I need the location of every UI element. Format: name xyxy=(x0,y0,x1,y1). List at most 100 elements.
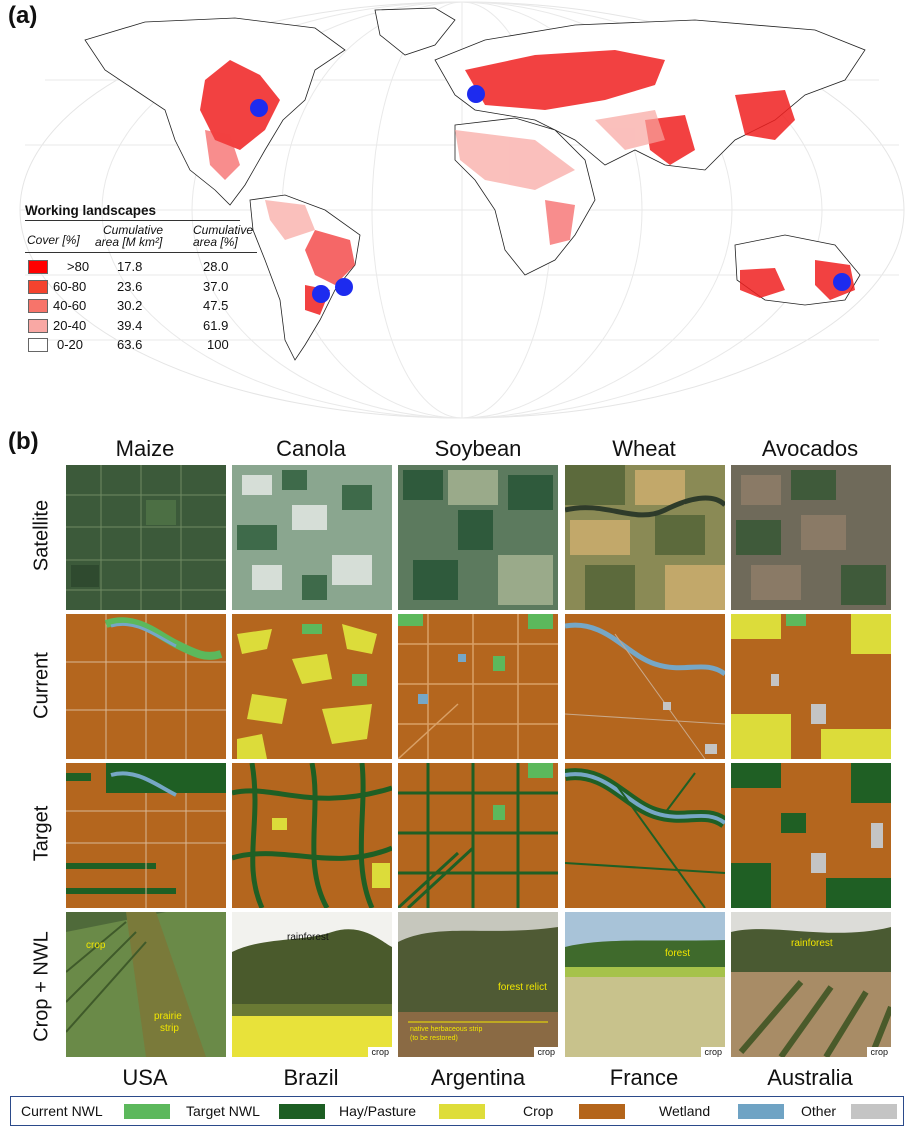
legend-label-hay-pasture: Hay/Pasture xyxy=(339,1103,417,1119)
legend-row: 40-60 30.2 47.5 xyxy=(25,296,265,316)
legend-cover: 60-80 xyxy=(53,278,87,294)
legend-label-current-nwl: Current NWL xyxy=(21,1103,103,1119)
photo-label-strip: strip xyxy=(160,1023,179,1034)
working-landscapes-legend: Working landscapes Cover [%] Cumulative … xyxy=(25,203,265,355)
marker-brazil xyxy=(335,278,353,296)
legend-pct: 61.9 xyxy=(203,317,229,333)
marker-argentina xyxy=(312,285,330,303)
photo-label-forest-relict: forest relict xyxy=(498,982,547,993)
legend-header-cum-area-2: area [M km²] xyxy=(95,235,163,249)
satellite-tile-avocados xyxy=(731,465,891,610)
legend-swatch xyxy=(28,299,48,313)
target-tile-soybean xyxy=(398,763,558,908)
photo-usa: crop prairie strip xyxy=(66,912,226,1057)
column-title-canola: Canola xyxy=(276,436,346,461)
photo-argentina: forest relict native herbaceous strip (t… xyxy=(398,912,558,1057)
legend-header-cum-pct-1: Cumulative xyxy=(193,223,254,237)
legend-row: 60-80 23.6 37.0 xyxy=(25,277,265,297)
photo-australia: rainforest crop xyxy=(731,912,891,1057)
row-title-crop-nwl: Crop + NWL xyxy=(30,931,53,1042)
legend-row: 0-20 63.6 100 xyxy=(25,335,265,355)
photo-crop-tag: crop xyxy=(368,1047,392,1057)
photo-crop-tag: crop xyxy=(867,1047,891,1057)
marker-australia xyxy=(833,273,851,291)
country-brazil: Brazil xyxy=(283,1065,339,1090)
country-australia: Australia xyxy=(767,1065,853,1090)
satellite-tile-canola xyxy=(232,465,392,610)
panel-b-label: (b) xyxy=(8,428,39,455)
row-title-target: Target xyxy=(30,805,53,862)
photo-label-restored: (to be restored) xyxy=(410,1035,458,1042)
satellite-tile-maize xyxy=(66,465,226,610)
legend-row: 20-40 39.4 61.9 xyxy=(25,316,265,336)
legend-title: Working landscapes xyxy=(25,203,240,221)
marker-usa xyxy=(250,99,268,117)
current-tile-avocados xyxy=(731,614,891,759)
column-title-maize: Maize xyxy=(115,436,175,461)
legend-swatch xyxy=(28,260,48,274)
legend-area: 30.2 xyxy=(117,298,143,313)
legend-swatch xyxy=(28,338,48,352)
satellite-tile-wheat xyxy=(565,465,725,610)
world-map xyxy=(15,0,910,425)
legend-label-target-nwl: Target NWL xyxy=(186,1103,260,1119)
panel-a-label: (a) xyxy=(8,2,38,29)
photo-france: forest crop xyxy=(565,912,725,1057)
current-tile-maize xyxy=(66,614,226,759)
land-cover-legend: Current NWL Target NWL Hay/Pasture Crop … xyxy=(10,1096,904,1126)
photo-label-native-strip: native herbaceous strip xyxy=(410,1026,483,1033)
legend-pct: 100 xyxy=(207,337,229,352)
legend-area: 63.6 xyxy=(117,337,143,352)
column-title-avocados: Avocados xyxy=(761,436,859,461)
country-france: France xyxy=(609,1065,679,1090)
legend-swatch-wetland xyxy=(738,1104,784,1119)
country-usa: USA xyxy=(122,1065,168,1090)
row-title-satellite: Satellite xyxy=(30,499,53,572)
current-tile-soybean xyxy=(398,614,558,759)
legend-cover: 40-60 xyxy=(53,298,87,313)
photo-crop-tag: crop xyxy=(701,1047,725,1057)
legend-cover: 20-40 xyxy=(53,317,87,333)
legend-area: 39.4 xyxy=(117,317,143,333)
legend-area: 17.8 xyxy=(117,259,143,274)
column-title-soybean: Soybean xyxy=(434,436,522,461)
legend-header-cover: Cover [%] xyxy=(27,233,80,247)
legend-swatch-current-nwl xyxy=(124,1104,170,1119)
legend-swatch xyxy=(28,279,48,294)
photo-brazil: rainforest crop xyxy=(232,912,392,1057)
legend-cover: >80 xyxy=(67,259,90,274)
legend-swatch xyxy=(28,318,48,333)
photo-label-rainforest: rainforest xyxy=(287,932,329,943)
target-tile-wheat xyxy=(565,763,725,908)
country-argentina: Argentina xyxy=(430,1065,526,1090)
legend-row: >80 17.8 28.0 xyxy=(25,257,265,277)
legend-pct: 47.5 xyxy=(203,298,229,313)
legend-swatch-target-nwl xyxy=(279,1104,325,1119)
legend-pct: 28.0 xyxy=(203,259,229,274)
legend-header-cum-area-1: Cumulative xyxy=(103,223,164,237)
current-tile-canola xyxy=(232,614,392,759)
column-title-wheat: Wheat xyxy=(612,436,676,461)
satellite-tile-soybean xyxy=(398,465,558,610)
legend-label-other: Other xyxy=(801,1103,837,1119)
target-tile-avocados xyxy=(731,763,891,908)
photo-label-prairie: prairie xyxy=(154,1011,182,1022)
target-tile-canola xyxy=(232,763,392,908)
legend-label-wetland: Wetland xyxy=(659,1103,711,1119)
legend-swatch-crop xyxy=(579,1104,625,1119)
photo-label-forest: forest xyxy=(665,948,691,959)
current-tile-wheat xyxy=(565,614,725,759)
legend-swatch-hay-pasture xyxy=(439,1104,485,1119)
photo-label-rainforest: rainforest xyxy=(791,938,833,949)
legend-header-cum-pct-2: area [%] xyxy=(193,235,238,249)
row-title-current: Current xyxy=(30,652,53,719)
legend-area: 23.6 xyxy=(117,278,143,294)
photo-label-crop: crop xyxy=(86,940,106,951)
legend-header: Cover [%] Cumulative area [M km²] Cumula… xyxy=(25,224,257,253)
marker-france xyxy=(467,85,485,103)
photo-crop-tag: crop xyxy=(534,1047,558,1057)
legend-label-crop: Crop xyxy=(523,1103,554,1119)
legend-cover: 0-20 xyxy=(57,337,84,352)
legend-swatch-other xyxy=(851,1104,897,1119)
target-tile-maize xyxy=(66,763,226,908)
